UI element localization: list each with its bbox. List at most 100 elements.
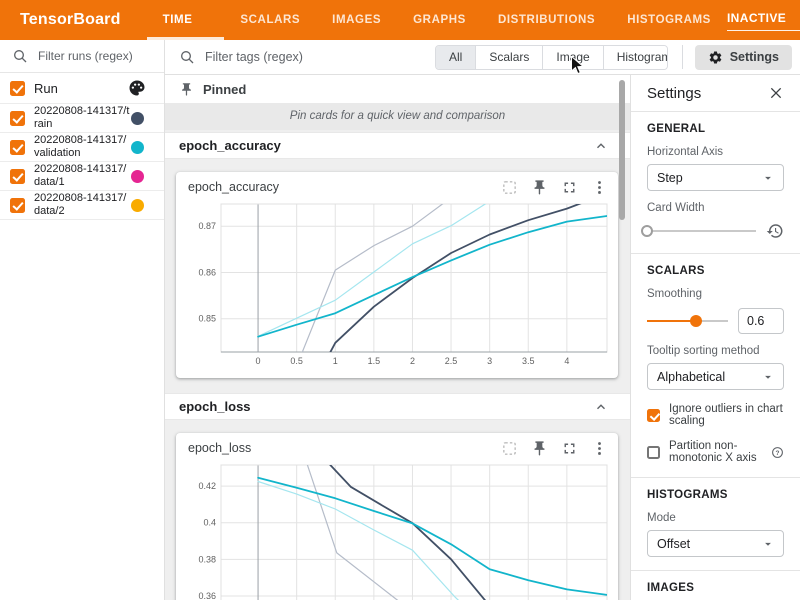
run-checkbox[interactable] [10,110,25,126]
line-chart-epoch-accuracy[interactable]: 0.85 0.86 0.87 0 0.5 1 1.5 2 2.5 3 3.5 4 [183,200,611,372]
caret-down-icon [761,370,775,384]
settings-panel: Settings GENERAL Horizontal Axis Step Ca… [630,75,800,600]
caret-down-icon [761,171,775,185]
tooltip-sorting-value: Alphabetical [657,369,726,384]
run-row-data-2: 20220808-141317/data/2 [0,191,164,220]
run-status-select[interactable]: INACTIVE [726,10,800,31]
settings-group-images: IMAGES Brightness Contrast Show actual i… [631,571,800,600]
section-title: epoch_accuracy [179,138,281,153]
help-icon[interactable] [771,446,784,459]
tab-time-series[interactable]: TIME SERIES [147,0,225,66]
fit-to-data-icon[interactable] [501,440,518,457]
group-heading: SCALARS [647,265,705,277]
card-actions [501,179,608,196]
toolbar-divider [681,45,683,69]
filter-tags-input[interactable] [205,50,435,64]
fullscreen-icon[interactable] [561,440,578,457]
smoothing-slider[interactable] [647,314,728,328]
settings-toggle-button[interactable]: Settings [694,44,792,70]
fit-to-data-icon[interactable] [501,179,518,196]
card-width-label: Card Width [647,202,705,214]
run-checkbox[interactable] [10,197,25,213]
group-heading: GENERAL [647,123,706,135]
card-title-row: epoch_loss [176,433,618,459]
tooltip-sorting-select[interactable]: Alphabetical [647,363,784,390]
card-width-slider[interactable] [641,224,756,238]
pin-icon[interactable] [531,440,548,457]
reset-card-width-icon[interactable] [766,222,784,240]
svg-text:3.5: 3.5 [522,356,535,366]
chart-card-epoch-accuracy: epoch_accuracy 0.85 0.86 0.87 0 0.5 1 1.5 2 2.5 3… [176,172,618,378]
filter-histogram-button[interactable]: Histogram [602,45,667,69]
filter-runs-input[interactable] [38,49,156,63]
histogram-mode-value: Offset [657,536,691,551]
run-checkbox[interactable] [10,168,25,184]
horizontal-axis-value: Step [657,170,683,185]
ignore-outliers-checkbox[interactable] [647,408,660,422]
line-chart-epoch-loss[interactable]: 0.360.380.40.4200.511.522.533.54 [183,461,611,600]
partition-x-axis-row: Partition non-monotonic X axis [647,440,784,464]
run-row-train: 20220808-141317/train [0,104,164,133]
chevron-up-icon[interactable] [594,400,608,414]
settings-panel-title: Settings [647,84,702,102]
svg-text:0.42: 0.42 [198,481,216,491]
svg-text:0: 0 [256,356,261,366]
histogram-mode-label: Mode [647,512,676,524]
nav-tabs: TIME SERIES SCALARS IMAGES GRAPHS DISTRI… [147,0,727,66]
histogram-mode-select[interactable]: Offset [647,530,784,557]
horizontal-axis-select[interactable]: Step [647,164,784,191]
tab-histograms[interactable]: HISTOGRAMS [627,14,711,26]
ignore-outliers-row: Ignore outliers in chart scaling [647,403,784,427]
tab-scalars[interactable]: SCALARS [240,14,301,26]
section-header-epoch-loss[interactable]: epoch_loss [165,393,630,420]
fullscreen-icon[interactable] [561,179,578,196]
svg-text:0.86: 0.86 [198,267,216,277]
pinned-label: Pinned [203,81,247,97]
header-controls: INACTIVE [726,10,800,31]
svg-text:1: 1 [333,356,338,366]
slider-knob[interactable] [689,315,702,327]
group-heading: HISTOGRAMS [647,489,728,501]
svg-text:0.38: 0.38 [198,554,216,564]
section-header-epoch-accuracy[interactable]: epoch_accuracy [165,132,630,159]
settings-group-histograms: HISTOGRAMS Mode Offset [631,478,800,571]
more-menu-icon[interactable] [591,440,608,457]
filter-all-button[interactable]: All [436,45,476,69]
filter-image-button[interactable]: Image [542,45,603,69]
tab-graphs[interactable]: GRAPHS [413,14,466,26]
run-checkbox[interactable] [10,139,25,155]
filter-tags-search [179,49,435,65]
tooltip-sorting-label: Tooltip sorting method [647,345,760,357]
settings-button-label: Settings [729,50,779,64]
slider-knob[interactable] [641,225,653,237]
svg-text:3: 3 [487,356,492,366]
tab-images[interactable]: IMAGES [332,14,382,26]
ignore-outliers-label: Ignore outliers in chart scaling [669,403,783,427]
search-icon [179,49,195,65]
run-color-dot [131,111,144,125]
partition-x-axis-checkbox[interactable] [647,445,660,459]
smoothing-value-input[interactable] [738,308,784,334]
pin-icon[interactable] [531,179,548,196]
run-name: 20220808-141317/validation [34,134,127,159]
svg-text:0.4: 0.4 [203,518,216,528]
run-row-validation: 20220808-141317/validation [0,133,164,162]
svg-text:0.85: 0.85 [198,314,216,324]
card-title: epoch_loss [188,441,252,455]
tab-distributions[interactable]: DISTRIBUTIONS [497,14,596,26]
run-list-header: Run [0,73,164,104]
palette-icon[interactable] [128,79,146,97]
search-icon [12,48,28,64]
more-menu-icon[interactable] [591,179,608,196]
svg-text:0.5: 0.5 [290,356,303,366]
app-header: TensorBoard TIME SERIES SCALARS IMAGES G… [0,0,800,66]
partition-x-axis-label: Partition non-monotonic X axis [669,440,757,464]
svg-text:4: 4 [564,356,569,366]
run-select-all-checkbox[interactable] [10,80,25,96]
caret-down-icon [761,537,775,551]
vertical-scrollbar-thumb[interactable] [619,80,625,220]
svg-text:2: 2 [410,356,415,366]
filter-scalars-button[interactable]: Scalars [475,45,543,69]
chevron-up-icon[interactable] [594,139,608,153]
close-icon[interactable] [768,85,784,101]
